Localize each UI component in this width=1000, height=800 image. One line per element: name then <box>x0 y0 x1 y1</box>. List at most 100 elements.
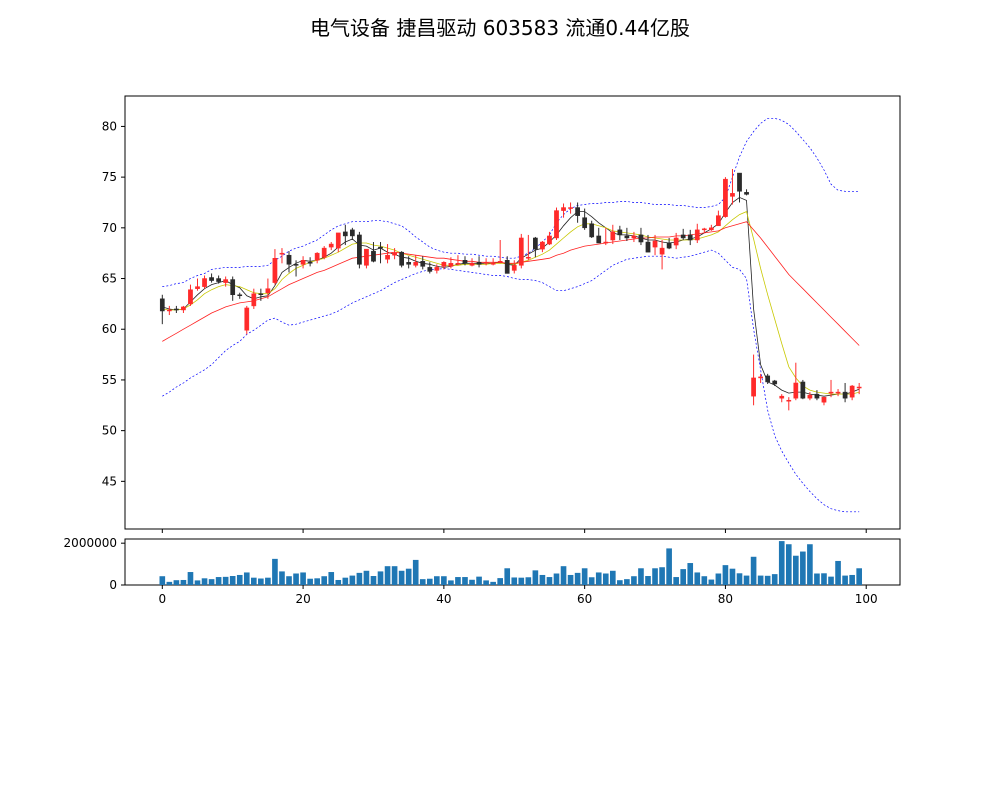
candle <box>371 242 376 263</box>
volume-bar <box>567 574 574 585</box>
volume-bar <box>335 579 342 585</box>
candle-body <box>751 377 756 397</box>
volume-bar <box>771 574 778 585</box>
price-y-tick-label: 55 <box>102 373 117 387</box>
volume-bar <box>764 575 771 585</box>
candle <box>659 239 665 270</box>
candle-body <box>849 385 855 398</box>
candle <box>758 373 763 383</box>
candle-body <box>589 223 595 238</box>
candle-body <box>617 229 623 236</box>
candle <box>188 284 193 306</box>
candle <box>589 220 595 238</box>
candle <box>561 203 566 218</box>
candle-body <box>420 261 426 267</box>
candle-body <box>694 229 700 241</box>
candle <box>469 258 475 267</box>
candle-body <box>659 247 665 255</box>
candle-body <box>540 241 545 250</box>
candle <box>793 362 799 401</box>
volume-x-tick-label: 40 <box>436 592 451 606</box>
candle <box>666 237 672 250</box>
candle <box>462 256 468 266</box>
candle <box>441 261 447 270</box>
volume-bar <box>229 576 236 585</box>
candle-body <box>582 217 588 229</box>
candle-body <box>842 391 848 399</box>
volume-bar <box>560 566 567 585</box>
candle <box>518 233 524 269</box>
price-y-tick-label: 75 <box>102 170 117 184</box>
volume-bar <box>201 578 208 585</box>
candle <box>842 382 848 403</box>
candle-body <box>258 293 264 296</box>
candle-body <box>603 241 609 244</box>
candle-body <box>497 261 503 263</box>
candle-body <box>328 243 334 248</box>
volume-bar <box>441 576 447 585</box>
candle-body <box>568 207 573 209</box>
candle-body <box>779 395 785 399</box>
candle <box>195 278 200 291</box>
volume-bar <box>574 572 581 585</box>
candle-body <box>631 235 637 239</box>
candle <box>582 208 588 230</box>
volume-bar <box>363 570 370 585</box>
volume-bar <box>793 555 799 585</box>
candle-body <box>378 246 383 249</box>
candle <box>652 234 658 256</box>
candle <box>540 241 545 253</box>
candle-body <box>209 277 214 281</box>
candle <box>314 252 320 264</box>
candle <box>237 292 243 299</box>
candle-body <box>666 242 672 249</box>
candle-body <box>610 231 616 241</box>
candle-body <box>174 308 179 311</box>
candle-body <box>772 380 778 385</box>
volume-bar <box>462 577 468 585</box>
candle <box>342 224 348 246</box>
candle <box>166 305 172 316</box>
volume-bar <box>511 577 518 585</box>
candle-body <box>737 172 742 192</box>
candle <box>265 278 271 299</box>
candle-body <box>624 235 630 239</box>
candle-body <box>342 231 348 237</box>
volume-bar <box>687 563 694 585</box>
candle-body <box>159 298 165 312</box>
candle <box>624 227 630 242</box>
volume-bar <box>842 575 848 585</box>
candle <box>596 227 602 244</box>
volume-bar <box>321 576 328 585</box>
volume-bar <box>434 576 440 585</box>
volume-bar <box>314 578 320 585</box>
volume-bar <box>384 566 391 585</box>
candle <box>427 262 433 274</box>
price-panel: 45 50 55 60 65 70 75 80 <box>102 95 901 533</box>
candle-body <box>434 267 440 271</box>
candle-body <box>265 288 271 293</box>
volume-bar <box>265 577 271 585</box>
boll-upper-line <box>162 117 860 287</box>
candle-body <box>518 237 524 266</box>
candle-body <box>279 252 285 255</box>
volume-bar <box>750 556 757 585</box>
candle-body <box>800 381 806 399</box>
volume-bar <box>166 581 173 585</box>
candle <box>455 255 461 266</box>
candle-body <box>533 237 538 250</box>
candle <box>835 389 841 397</box>
volume-bar <box>553 573 560 585</box>
candle <box>328 242 334 251</box>
candle <box>335 232 341 253</box>
volume-bar <box>624 579 630 585</box>
volume-bar <box>194 580 201 585</box>
volume-bar <box>208 579 215 585</box>
volume-bar <box>722 565 729 585</box>
candle <box>807 392 813 401</box>
candle-body <box>455 263 461 265</box>
candle <box>244 305 250 335</box>
candle <box>448 257 454 269</box>
volume-bar <box>215 577 222 585</box>
ma-long-line <box>162 221 860 346</box>
